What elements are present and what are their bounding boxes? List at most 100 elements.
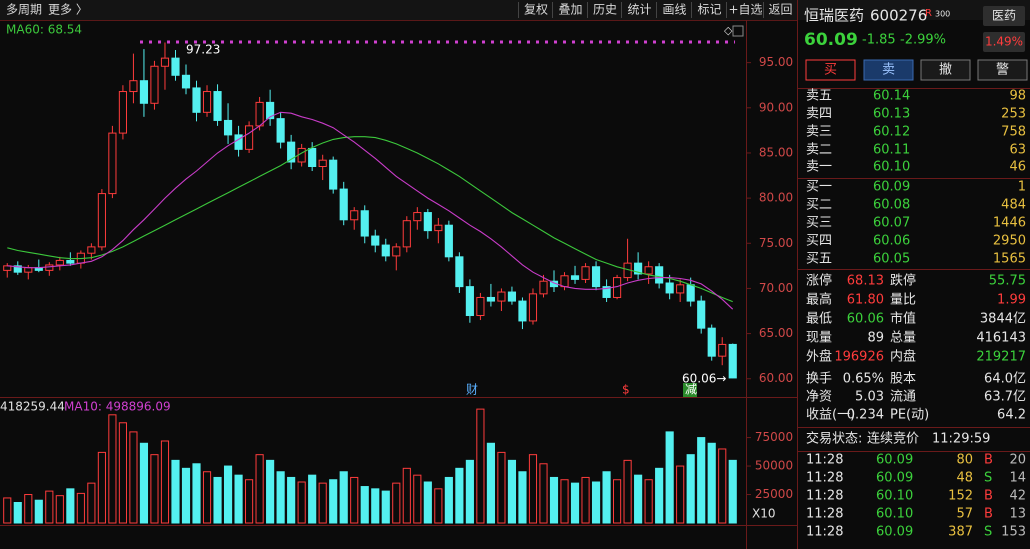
candle-body [192,87,201,113]
book-label: 买三 [806,216,832,231]
trade-price: 60.10 [876,489,913,504]
trade-price: 60.10 [876,507,913,522]
volume-bar [539,463,548,524]
volume-bar [76,492,85,524]
candle-body [213,91,222,121]
y-tick-label: 65.00 [759,326,793,340]
stat-label: 外盘 [806,349,832,365]
volume-bar [255,454,264,524]
candle-body [87,246,96,254]
stat-value: 61.80 [847,293,884,308]
status-label: 交易状态: [806,431,862,447]
stat-value: 219217 [976,350,1026,365]
volume-bar [392,482,401,524]
toolbar-button[interactable]: 历史 [593,3,617,17]
candle-body [308,147,317,168]
toolbar-button[interactable]: +自选 [728,3,762,17]
action-button[interactable] [863,59,914,81]
trade-side: B [984,453,993,468]
candle-body [329,159,338,190]
book-price: 60.11 [873,143,910,158]
book-price: 60.10 [873,160,910,175]
trade-volume: 152 [948,489,973,504]
candle-body [465,286,474,317]
action-button[interactable] [920,59,971,81]
y-tick-label: 75.00 [759,236,793,250]
toolbar-button[interactable]: 画线 [662,3,686,17]
ma-line [7,111,734,310]
trade-side: S [984,525,992,540]
volume-bar [486,442,495,524]
candle-body [655,266,664,284]
volume-bar [45,490,54,524]
candle-body [728,343,737,379]
action-button[interactable] [805,59,856,81]
candle-body [181,74,191,89]
candle-body [507,291,517,302]
annotation: 60.06→ [682,372,726,386]
toolbar-item[interactable]: 更多 〉 [48,3,88,17]
volume-bar [560,479,569,524]
stat-value: 196926 [834,350,884,365]
candle-body [360,210,369,237]
trade-price: 60.09 [876,471,913,486]
toolbar-button[interactable]: 返回 [768,3,792,17]
trade-price: 60.09 [876,525,913,540]
annotation: 减 [685,383,697,397]
volume-bar [634,474,643,524]
trade-count: 13 [1009,507,1026,522]
candle-body [718,343,727,357]
candle-body [255,101,264,127]
candle-body [602,286,611,298]
sector-badge [983,6,1025,26]
action-button[interactable] [977,59,1028,81]
candle-body [486,296,495,302]
volume-ma-label: 418259.44 [0,400,65,414]
candle-body [266,101,275,120]
stat-value: 3844亿 [980,312,1026,327]
flag: 300 [935,10,950,19]
stat-label: 净资 [806,390,832,405]
candle-body [402,220,411,248]
volume-bar [655,467,664,524]
candle-body [413,212,422,222]
toolbar-button[interactable]: 叠加 [558,3,582,17]
icon[interactable] [732,25,744,37]
book-price: 60.13 [873,107,910,122]
volume-bar [24,494,33,524]
trade-time: 11:28 [806,453,843,468]
stat-value: 5.03 [855,390,884,405]
stat-label: 换手 [806,372,832,387]
book-price: 60.14 [873,89,910,104]
status-time: 11:29:59 [932,432,990,447]
badge-text: 1.49% [985,35,1023,49]
volume-bar [160,440,170,524]
toolbar-button[interactable]: 标记 [697,3,721,17]
candle-body [287,141,296,163]
volume-bar [308,474,317,524]
volume-bar [507,459,517,524]
icon[interactable]: ◇ [724,24,733,37]
volume-bar [276,471,285,524]
volume-bar [87,482,96,524]
y-tick-label: 75000 [755,430,793,444]
book-volume: 1565 [993,252,1026,267]
stat-label: 收益(一) [806,408,855,423]
stat-label: PE(动) [890,408,929,423]
action-label: 卖 [882,63,895,78]
trade-time: 11:28 [806,489,843,504]
volume-bar [55,495,64,524]
toolbar-button[interactable]: 复权 [524,3,548,17]
volume-bar [644,479,653,524]
stat-value: 63.7亿 [984,390,1026,405]
toolbar-item[interactable]: 多周期 [6,3,42,17]
stat-value: 0.65% [843,372,884,387]
volume-bar [444,476,453,524]
volume-bar [686,454,695,524]
volume-bar [350,476,359,524]
volume-bar [381,490,390,524]
toolbar-button[interactable]: 统计 [627,3,651,17]
stat-value: 416143 [976,331,1026,346]
chart: 60.00 65.00 70.00 75.00 80.00 85.00 90.00 95.00… [3,43,793,524]
